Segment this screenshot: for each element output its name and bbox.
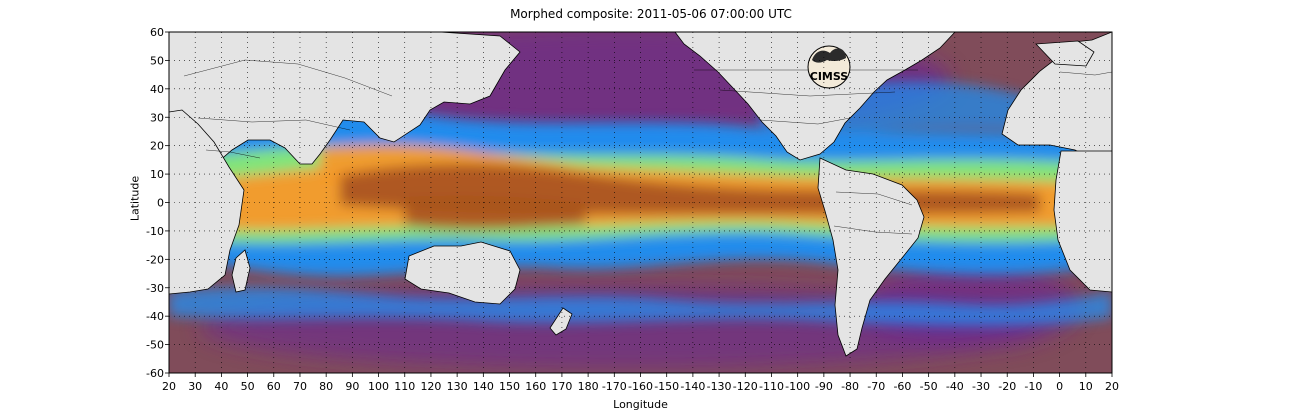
x-tick-label: -70	[867, 380, 885, 393]
x-tick-label: -100	[785, 380, 810, 393]
x-tick-label: -130	[707, 380, 732, 393]
x-tick-label: -120	[733, 380, 758, 393]
x-tick-label: 20	[162, 380, 176, 393]
x-tick-label: -40	[946, 380, 964, 393]
north-america-shape	[674, 32, 956, 161]
x-tick-label: 100	[368, 380, 389, 393]
australia-shape	[404, 241, 521, 305]
x-tick-label: 140	[473, 380, 494, 393]
map-title: Morphed composite: 2011-05-06 07:00:00 U…	[510, 7, 792, 21]
y-tick-label: 60	[150, 26, 164, 39]
x-tick-label: 150	[499, 380, 520, 393]
y-tick-label: 0	[157, 197, 164, 210]
scandinavia-shape	[1035, 40, 1095, 67]
x-tick-label: -110	[759, 380, 784, 393]
x-tick-label: 160	[525, 380, 546, 393]
x-tick-label: -80	[841, 380, 859, 393]
x-axis-label: Longitude	[613, 398, 668, 411]
y-tick-label: 30	[150, 111, 164, 124]
y-ticks: 60 50 40 30 20 10 0 -10 -20 -30 -40 -50 -60	[146, 26, 169, 380]
y-tick-label: 40	[150, 83, 164, 96]
y-tick-label: -30	[146, 282, 164, 295]
x-tick-label: -140	[680, 380, 705, 393]
x-tick-label: 180	[578, 380, 599, 393]
x-tick-label: 30	[188, 380, 202, 393]
x-tick-label: 20	[1105, 380, 1119, 393]
y-tick-label: 50	[150, 54, 164, 67]
x-tick-label: -170	[602, 380, 627, 393]
x-tick-label: 70	[293, 380, 307, 393]
cimss-logo: CIMSS	[807, 45, 851, 89]
x-tick-label: -50	[920, 380, 938, 393]
x-tick-label: 90	[345, 380, 359, 393]
logo-text: CIMSS	[810, 70, 849, 83]
x-tick-label: 10	[1079, 380, 1093, 393]
continents	[169, 32, 1112, 357]
x-tick-label: 120	[420, 380, 441, 393]
y-tick-label: -20	[146, 253, 164, 266]
x-tick-label: 110	[394, 380, 415, 393]
y-tick-label: 10	[150, 168, 164, 181]
southern-africa-east-shape	[1053, 150, 1112, 293]
x-tick-label: 0	[1056, 380, 1063, 393]
x-tick-label: -20	[998, 380, 1016, 393]
x-tick-label: 40	[214, 380, 228, 393]
madagascar-shape	[231, 249, 251, 293]
x-ticks: 20 30 40 50 60 70 80 90 100 110 120 130 140 150 160 170…	[162, 373, 1119, 393]
x-tick-label: 130	[447, 380, 468, 393]
x-tick-label: -150	[654, 380, 679, 393]
new-zealand-shape	[549, 307, 573, 336]
x-tick-label: -30	[972, 380, 990, 393]
y-tick-label: -10	[146, 225, 164, 238]
y-tick-label: -60	[146, 367, 164, 380]
x-tick-label: -90	[815, 380, 833, 393]
x-tick-label: 80	[319, 380, 333, 393]
x-tick-label: 170	[551, 380, 572, 393]
x-tick-label: 50	[241, 380, 255, 393]
africa-shape	[169, 109, 245, 295]
lat-lon-grid	[169, 32, 1112, 373]
y-tick-label: 20	[150, 140, 164, 153]
x-tick-label: -60	[893, 380, 911, 393]
x-tick-label: -10	[1024, 380, 1042, 393]
y-tick-label: -50	[146, 339, 164, 352]
y-tick-label: -40	[146, 310, 164, 323]
x-tick-label: 60	[267, 380, 281, 393]
x-tick-label: -160	[628, 380, 653, 393]
south-america-shape	[817, 157, 925, 357]
